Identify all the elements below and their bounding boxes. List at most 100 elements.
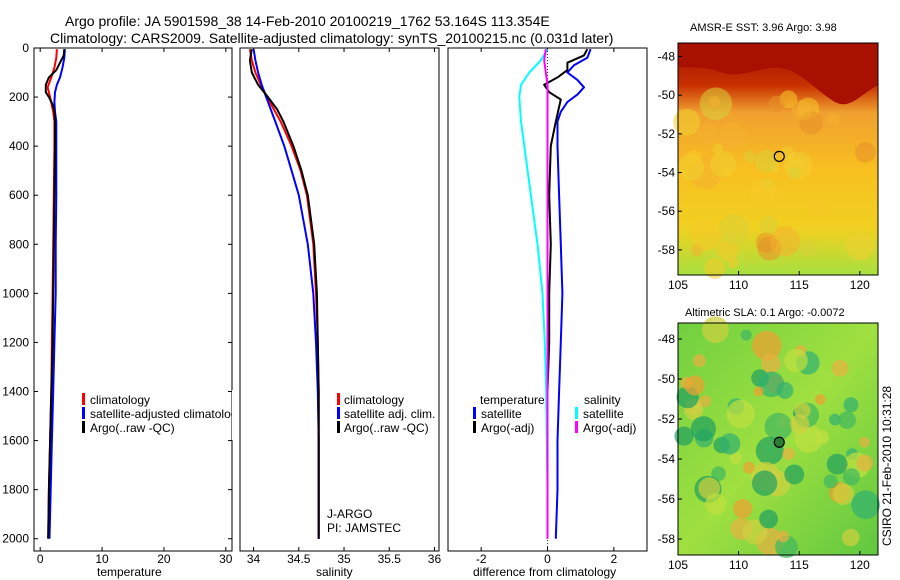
map-x-tick-label: 115 [790, 558, 809, 572]
sst-texture-blob [718, 122, 747, 151]
map-y-tick-label: -50 [658, 88, 676, 102]
sla-texture-blob [684, 375, 705, 396]
x-tick-label: 20 [157, 552, 171, 566]
sla-map-frame [677, 322, 879, 556]
legend-swatch-argo [82, 421, 85, 433]
x-tick-label: 34.5 [287, 552, 311, 566]
temperature-xlabel: temperature [97, 565, 162, 579]
legend-swatch-sal-satellite [575, 407, 578, 419]
map-y-tick-label: -52 [658, 127, 676, 141]
csiro-timestamp: CSIRO 21-Feb-2010 10:31:28 [880, 386, 894, 546]
legend-argo: Argo(..raw -QC) [90, 421, 175, 435]
difference-panel: -2 0 2 difference from climatology tempera… [447, 47, 648, 579]
sst-texture-blob [811, 199, 828, 216]
sla-texture-blob [823, 474, 838, 489]
sla-texture-blob [711, 466, 726, 481]
temperature-series [44, 49, 66, 539]
sst-texture-blob [801, 240, 817, 256]
sst-map-panel: AMSR-E SST: 3.96 Argo: 3.98 105 110 115 120… [658, 22, 879, 292]
sst-texture-blob [686, 149, 703, 166]
sla-texture-blob [702, 316, 729, 344]
sla-texture-blob [831, 359, 849, 377]
sst-map-title: AMSR-E SST: 3.96 Argo: 3.98 [690, 22, 837, 34]
x-tick-label: 30 [219, 552, 233, 566]
legend-salinity-title: salinity [584, 393, 621, 407]
sst-texture-blob [743, 150, 756, 163]
map-x-tick-label: 110 [729, 558, 748, 572]
sla-texture-blob [790, 414, 810, 434]
x-tick-label: 2 [610, 552, 617, 566]
legend-swatch-sal-argo [575, 421, 578, 433]
map-y-tick-label: -58 [658, 532, 676, 546]
sla-texture [674, 316, 880, 559]
x-tick-label: 35.5 [378, 552, 402, 566]
map-y-tick-label: -48 [658, 50, 676, 64]
map-x-tick-label: 105 [668, 558, 688, 572]
legend-sal-satellite: satellite [583, 407, 624, 421]
salinity-axes-frame [239, 47, 440, 552]
sla-texture-blob [699, 395, 712, 408]
legend-climatology: climatology [344, 393, 404, 407]
salinity-legend: climatology satellite adj. clim. Argo(..… [337, 393, 435, 435]
depth-tick-label: 1200 [2, 335, 29, 349]
sla-texture-blob [829, 413, 841, 426]
sst-texture-blob [708, 95, 721, 108]
x-tick-label: -2 [476, 552, 487, 566]
map-x-tick-label: 115 [790, 278, 809, 292]
sst-warm-region [678, 43, 878, 105]
legend-swatch-argo [337, 421, 340, 433]
sla-texture-blob [742, 519, 768, 545]
sst-texture-blob [690, 218, 722, 251]
sla-texture-blob [814, 429, 829, 445]
sst-texture-blob [728, 258, 739, 269]
difference-xlabel: difference from climatology [473, 565, 616, 579]
legend-sal-argo: Argo(-adj) [583, 421, 636, 435]
sst-texture-blob [749, 178, 776, 205]
legend-swatch-temp-argo [473, 421, 476, 433]
sla-texture-blob [814, 394, 826, 405]
legend-swatch-climatology [337, 393, 340, 405]
salinity-xlabel: salinity [316, 565, 353, 579]
figure-title-line2: Climatology: CARS2009. Satellite-adjuste… [50, 30, 613, 46]
sla-texture-blob [842, 468, 861, 486]
x-tick-label: 10 [95, 552, 109, 566]
legend-swatch-satellite [82, 407, 85, 419]
sla-texture-blob [784, 348, 808, 373]
sst-texture-blob [855, 141, 876, 163]
sst-texture-blob [712, 143, 724, 154]
sla-texture-blob [705, 493, 727, 515]
sst-texture-blob [717, 239, 739, 262]
depth-tick-label: 800 [9, 237, 29, 251]
legend-temp-satellite: satellite [481, 407, 522, 421]
sst-texture-blob [826, 112, 841, 127]
series-line-argo-raw-qc- [248, 49, 320, 539]
sla-texture-blob [759, 509, 778, 529]
map-y-tick-label: -56 [658, 204, 676, 218]
temperature-x-axis: 0 10 20 30 [37, 48, 233, 566]
legend-swatch-satellite [337, 407, 340, 419]
sst-map-frame [677, 42, 879, 276]
sla-texture-blob [784, 464, 805, 485]
salinity-series [248, 49, 320, 539]
sst-texture-blob [788, 166, 801, 179]
legend-satellite-adj: satellite adj. clim. [344, 407, 435, 421]
sla-texture-blob [751, 470, 778, 496]
sst-texture-blob [754, 149, 778, 173]
legend-swatch-climatology [82, 393, 85, 405]
map-x-tick-label: 105 [668, 278, 688, 292]
x-tick-label: 0 [544, 552, 551, 566]
x-tick-label: 0 [37, 552, 44, 566]
legend-climatology: climatology [90, 393, 150, 407]
depth-tick-label: 1800 [2, 483, 29, 497]
series-line-salinity-argo-adj- [543, 49, 549, 539]
sla-texture-blob [690, 416, 716, 442]
sla-texture-blob [764, 412, 793, 441]
depth-tick-label: 600 [9, 188, 29, 202]
sst-texture-blob [759, 215, 778, 235]
sla-texture-blob [729, 451, 743, 465]
sla-texture-blob [782, 447, 795, 461]
float-program-label: J-ARGO [327, 507, 372, 521]
map-y-tick-label: -50 [658, 372, 676, 386]
series-line-argo-raw-qc- [44, 49, 66, 539]
